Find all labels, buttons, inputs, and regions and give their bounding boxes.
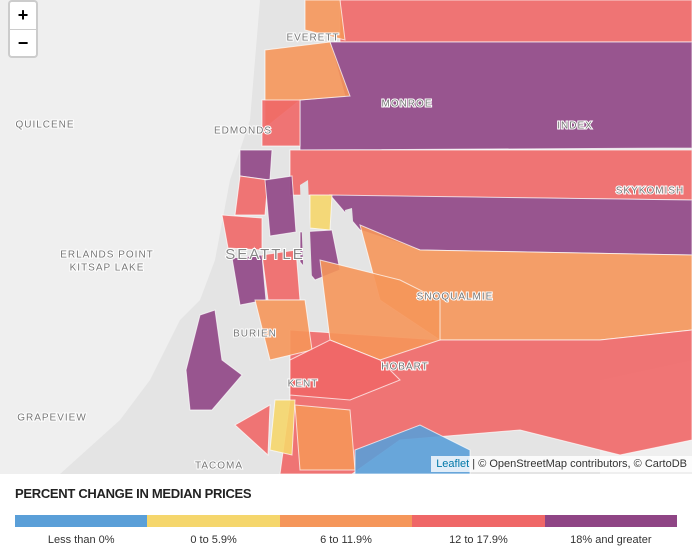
region [339, 0, 692, 43]
place-label: HOBART [381, 362, 429, 373]
attribution: Leaflet | © OpenStreetMap contributors, … [431, 456, 692, 472]
legend-swatch [147, 515, 280, 527]
attribution-text: © OpenStreetMap contributors, © CartoDB [478, 458, 687, 470]
region [304, 0, 346, 41]
legend-title: PERCENT CHANGE IN MEDIAN PRICES [15, 486, 252, 501]
legend-swatch [544, 515, 678, 527]
zoom-in[interactable]: + [10, 2, 36, 30]
lake [345, 208, 356, 262]
region [185, 309, 243, 411]
place-label: KENT [288, 379, 319, 390]
place-label: QUILCENE [15, 120, 74, 131]
legend-swatch [279, 515, 413, 527]
place-label: EVERETT [286, 33, 339, 44]
legend-label: Less than 0% [47, 534, 115, 546]
region [264, 175, 297, 237]
legend-bar [15, 515, 678, 527]
legend-swatch [15, 515, 148, 527]
region [289, 339, 401, 401]
legend-label: 0 to 5.9% [190, 534, 237, 546]
legend-swatch [412, 515, 545, 527]
place-label: KITSAP LAKE [70, 263, 145, 274]
lake [300, 180, 312, 290]
legend-label: 18% and greater [570, 534, 652, 546]
legend-label: 12 to 17.9% [449, 534, 508, 546]
zoom-out[interactable]: − [17, 33, 29, 53]
place-label: ERLANDS POINT [60, 250, 154, 261]
place-label: INDEX [557, 121, 593, 132]
map: EVERETT QUILCENE EDMONDS MONROE INDEX SKYKOMI… [0, 0, 692, 474]
land [0, 0, 260, 474]
region [299, 41, 692, 151]
place-label: MONROE [382, 99, 433, 110]
place-label: BURIEN [233, 329, 277, 340]
attribution-link[interactable]: Leaflet [436, 458, 470, 470]
place-label: SNOQUALMIE [417, 292, 494, 303]
place-label: SKYKOMISH [616, 186, 684, 197]
place-label: EDMONDS [214, 126, 272, 137]
region [239, 149, 273, 181]
region [261, 99, 301, 147]
region [221, 214, 263, 251]
region [234, 175, 269, 216]
region [234, 404, 271, 457]
region [294, 404, 356, 471]
legend-labels: Less than 0% 0 to 5.9% 6 to 11.9% 12 to 17.… [15, 534, 677, 546]
place-label: TACOMA [195, 461, 243, 472]
place-label: GRAPEVIEW [17, 413, 87, 424]
legend-label: 6 to 11.9% [320, 534, 372, 546]
zoom-control: + − [8, 0, 38, 58]
place-label: SEATTLE [225, 246, 305, 263]
attribution-separator: | [472, 458, 476, 470]
region [269, 399, 296, 456]
region [309, 194, 333, 231]
